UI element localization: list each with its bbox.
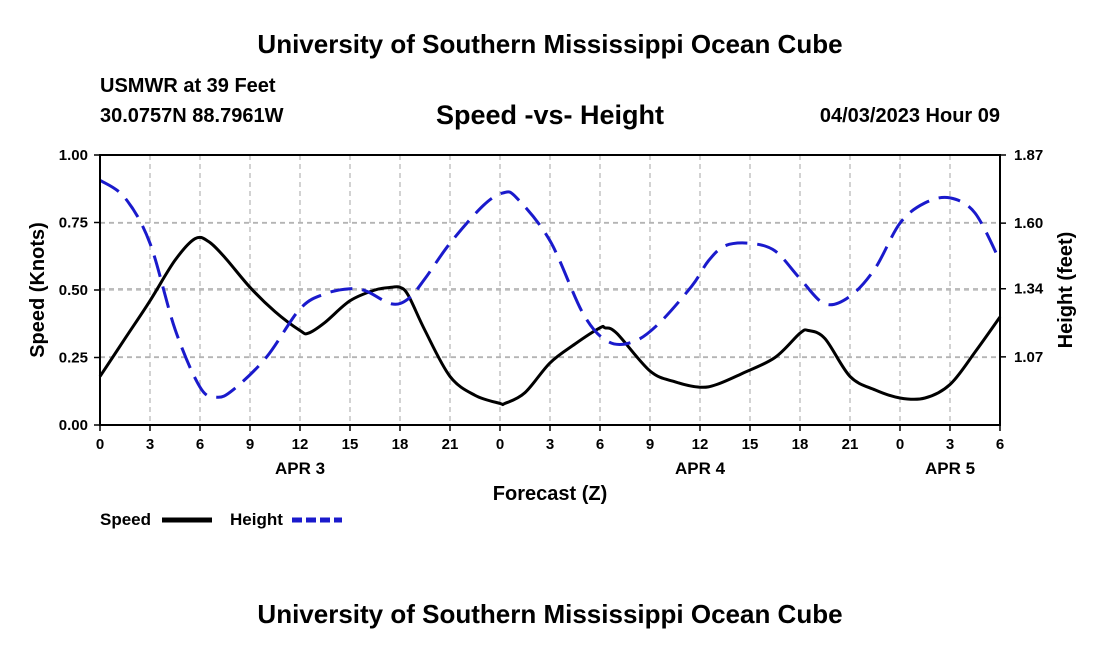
x-tick-label: 12: [292, 436, 309, 453]
x-tick-label: 3: [546, 436, 554, 453]
x-tick-label: 6: [996, 436, 1004, 453]
x-tick-label: 0: [96, 436, 104, 453]
y2-axis-label: Height (feet): [1055, 232, 1077, 349]
x-tick-label: 15: [342, 436, 359, 453]
y2-tick-label: 1.60: [1014, 215, 1043, 232]
x-tick-label: 21: [842, 436, 859, 453]
x-tick-label: 18: [392, 436, 409, 453]
x-tick-label: 9: [246, 436, 254, 453]
chart-title: Speed -vs- Height: [435, 100, 665, 130]
forecast-date: 04/03/2023 Hour 09: [819, 105, 1000, 127]
series-layer: [98, 178, 1002, 407]
y-axis-label: Speed (Knots): [27, 222, 49, 358]
bottom-title: University of Southern Mississippi Ocean…: [257, 599, 843, 629]
legend: Speed Height: [100, 510, 342, 529]
x-tick-label: 18: [792, 436, 809, 453]
y-tick-label: 0.50: [59, 282, 88, 299]
axes: 0 3 6 9 12 15 18 21 0 3 6 9 12 15 18 21 0 3 6 0.00 0.25 0.50 0…: [59, 147, 1044, 478]
x-tick-label: 12: [692, 436, 709, 453]
x-axis-label: Forecast (Z): [493, 483, 607, 505]
x-tick-label: 21: [442, 436, 459, 453]
x-tick-label: 15: [742, 436, 759, 453]
x-tick-label: 3: [146, 436, 154, 453]
x-tick-label: 9: [646, 436, 654, 453]
y-tick-label: 0.00: [59, 417, 88, 434]
y2-tick-label: 1.07: [1014, 349, 1043, 366]
x-tick-label: 6: [196, 436, 204, 453]
date-label: APR 5: [925, 459, 975, 478]
x-tick-label: 6: [596, 436, 604, 453]
x-tick-label: 0: [896, 436, 904, 453]
main-title: University of Southern Mississippi Ocean…: [257, 29, 843, 59]
legend-speed-label: Speed: [100, 510, 151, 529]
y2-tick-label: 1.34: [1014, 281, 1044, 298]
y2-tick-label: 1.87: [1014, 147, 1043, 164]
legend-height-label: Height: [230, 510, 283, 529]
height-series-line: [99, 178, 1002, 399]
speed-series-line: [98, 235, 1002, 407]
date-label: APR 3: [275, 459, 325, 478]
date-label: APR 4: [675, 459, 726, 478]
y-tick-label: 0.75: [59, 215, 88, 232]
x-tick-label: 0: [496, 436, 504, 453]
grid: [100, 155, 1000, 425]
y-tick-label: 1.00: [59, 147, 88, 164]
x-tick-label: 3: [946, 436, 954, 453]
y-tick-label: 0.25: [59, 350, 88, 367]
coordinates-label: 30.0757N 88.7961W: [100, 105, 284, 127]
station-label: USMWR at 39 Feet: [100, 75, 276, 97]
